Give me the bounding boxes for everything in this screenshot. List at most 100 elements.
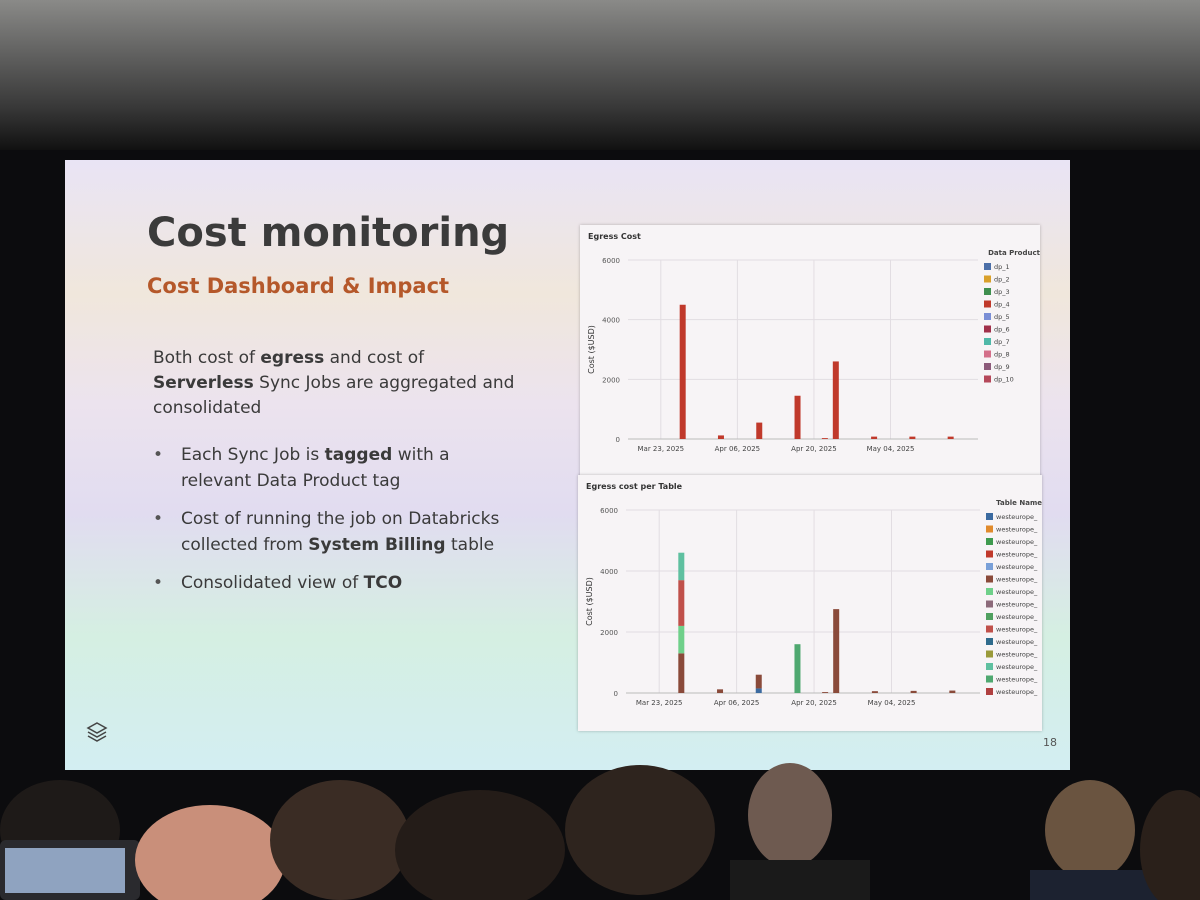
- bar: [678, 653, 685, 693]
- legend-title: Table Name: [996, 499, 1042, 507]
- y-tick-label: 6000: [600, 507, 618, 515]
- bullet-list: Each Sync Job is tagged with a relevant …: [153, 442, 513, 608]
- logo: [86, 722, 108, 742]
- x-tick-label: Mar 23, 2025: [636, 699, 683, 707]
- legend-label: dp_8: [994, 351, 1010, 359]
- bar: [833, 609, 840, 693]
- bar: [910, 690, 917, 693]
- legend-label: westeurope_: [996, 651, 1038, 659]
- legend-swatch: [986, 675, 993, 683]
- bold-text: TCO: [363, 573, 403, 593]
- legend-swatch: [984, 338, 991, 345]
- legend-label: westeurope_: [996, 638, 1038, 646]
- text: and cost of: [324, 348, 425, 368]
- legend-swatch: [986, 588, 993, 595]
- legend-swatch: [986, 550, 993, 558]
- page-number: 18: [1043, 736, 1057, 749]
- x-tick-label: Mar 23, 2025: [638, 445, 685, 453]
- legend-swatch: [984, 313, 991, 320]
- bullet: Consolidated view of TCO: [153, 570, 513, 596]
- bar: [871, 691, 878, 693]
- legend-label: westeurope_: [996, 688, 1038, 696]
- bold-text: System Billing: [308, 535, 446, 555]
- legend-label: westeurope_: [996, 613, 1038, 621]
- bar: [947, 436, 954, 439]
- chart-title: Egress cost per Table: [586, 482, 683, 491]
- legend-label: dp_5: [994, 313, 1010, 321]
- slide-title: Cost monitoring: [147, 210, 510, 256]
- legend-label: dp_6: [994, 326, 1010, 334]
- bar: [717, 689, 724, 693]
- legend-swatch: [986, 563, 993, 570]
- chart: Egress cost per Table Cost ($USD) 0 2000 400…: [585, 482, 1042, 707]
- legend-swatch: [984, 350, 991, 358]
- legend-label: dp_7: [994, 338, 1010, 346]
- y-axis-label: Cost ($USD): [587, 325, 596, 374]
- bar: [678, 625, 685, 654]
- text: Both cost of: [153, 348, 261, 368]
- legend-swatch: [986, 650, 993, 658]
- y-axis-label: Cost ($USD): [585, 577, 594, 626]
- legend-label: westeurope_: [996, 676, 1038, 684]
- bar: [909, 436, 916, 439]
- legend-swatch: [984, 375, 991, 383]
- legend-swatch: [984, 288, 991, 295]
- legend-label: dp_4: [994, 301, 1010, 309]
- bar: [756, 422, 763, 439]
- legend-label: westeurope_: [996, 576, 1038, 584]
- ceiling: [0, 0, 1200, 150]
- bar: [717, 435, 724, 439]
- legend-swatch: [984, 363, 991, 370]
- legend-swatch: [986, 663, 993, 670]
- text: Each Sync Job is: [181, 445, 325, 465]
- x-tick-label: May 04, 2025: [868, 699, 916, 707]
- bar: [832, 361, 839, 439]
- legend-swatch: [986, 688, 993, 695]
- legend-label: westeurope_: [996, 513, 1038, 521]
- body-text: Both cost of egress and cost of Serverle…: [153, 346, 523, 421]
- bar: [949, 690, 956, 693]
- bullet: Cost of running the job on Databricks co…: [153, 506, 513, 558]
- bar: [794, 395, 801, 439]
- legend-swatch: [986, 638, 993, 645]
- bar: [871, 436, 878, 439]
- legend-swatch: [984, 300, 991, 308]
- legend-swatch: [986, 600, 993, 608]
- chart-panel: Egress Cost Cost ($USD) 0 2000 4000 6000 Mar 2…: [580, 225, 1041, 477]
- legend-label: dp_1: [994, 263, 1010, 271]
- x-tick-label: Apr 06, 2025: [714, 699, 760, 707]
- legend-swatch: [986, 625, 993, 633]
- legend-label: westeurope_: [996, 626, 1038, 634]
- legend-swatch: [986, 613, 993, 620]
- legend-label: westeurope_: [996, 588, 1038, 596]
- legend-label: dp_3: [994, 288, 1010, 296]
- bold-text: tagged: [324, 445, 393, 465]
- slide: Cost monitoring Cost Dashboard & Impact …: [65, 160, 1070, 770]
- bar: [679, 304, 686, 439]
- bar: [678, 552, 685, 581]
- y-tick-label: 0: [616, 436, 620, 444]
- legend-label: dp_9: [994, 363, 1010, 371]
- text: table: [445, 535, 495, 555]
- text: with a relevant Data Product tag: [181, 445, 450, 491]
- bold-text: Serverless: [153, 373, 254, 393]
- chart-title: Egress Cost: [588, 232, 641, 241]
- bar: [755, 688, 762, 693]
- bar: [821, 438, 828, 439]
- x-tick-label: Apr 20, 2025: [791, 699, 837, 707]
- audience: [0, 763, 1200, 900]
- bar: [794, 644, 801, 693]
- y-tick-label: 4000: [600, 568, 618, 576]
- bold-text: egress: [260, 348, 325, 368]
- x-tick-label: Apr 20, 2025: [791, 445, 837, 453]
- legend-swatch: [984, 275, 991, 283]
- legend-swatch: [984, 263, 991, 270]
- slide-subtitle: Cost Dashboard & Impact: [147, 274, 450, 298]
- legend-swatch: [986, 538, 993, 545]
- y-tick-label: 2000: [600, 629, 618, 637]
- legend-swatch: [984, 325, 991, 333]
- legend-title: Data Product: [988, 249, 1040, 257]
- x-tick-label: May 04, 2025: [867, 445, 915, 453]
- text: Cost of running the job on Databricks co…: [181, 509, 500, 555]
- legend-swatch: [986, 525, 993, 533]
